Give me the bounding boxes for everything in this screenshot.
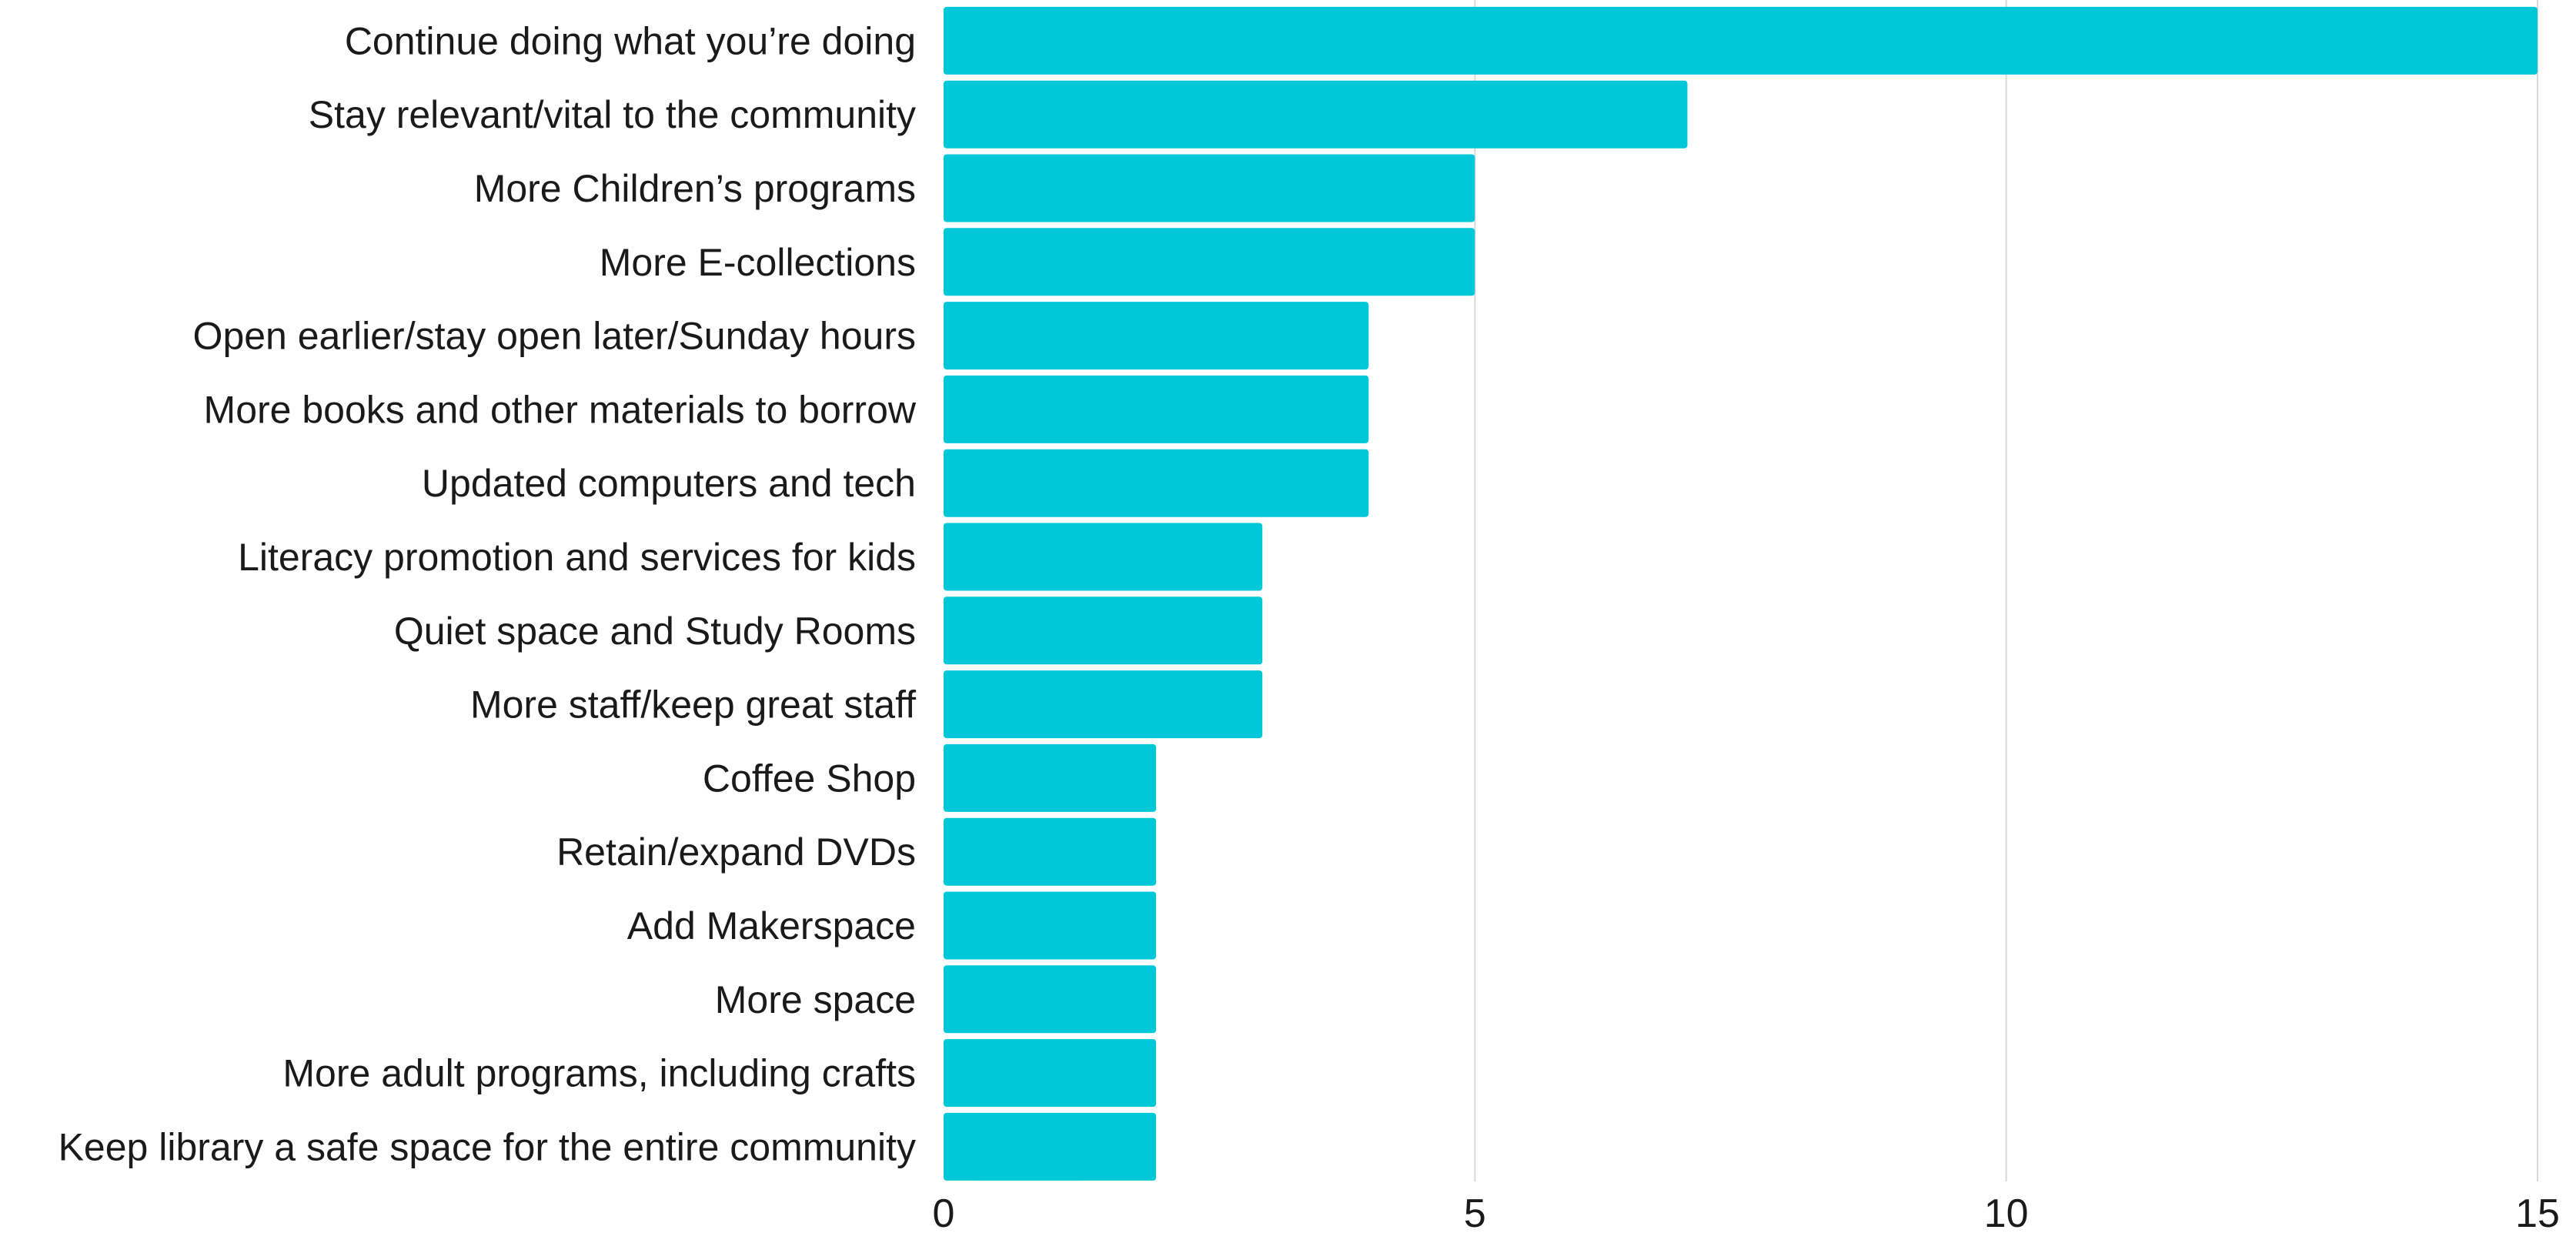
category-label-13: More space xyxy=(715,978,916,1021)
x-tick-label-0: 0 xyxy=(933,1191,955,1236)
x-tick-label-5: 5 xyxy=(1464,1191,1486,1236)
category-label-2: More Children’s programs xyxy=(474,167,916,210)
bar-11 xyxy=(944,817,1157,886)
category-label-14: More adult programs, including crafts xyxy=(282,1052,916,1095)
category-label-5: More books and other materials to borrow xyxy=(204,388,917,431)
bar-9 xyxy=(944,670,1263,739)
category-label-6: Updated computers and tech xyxy=(422,462,916,505)
category-label-10: Coffee Shop xyxy=(703,757,916,800)
bar-2 xyxy=(944,154,1475,222)
bar-4 xyxy=(944,302,1369,370)
bar-12 xyxy=(944,891,1157,960)
category-label-8: Quiet space and Study Rooms xyxy=(394,610,916,653)
bar-3 xyxy=(944,228,1475,296)
category-label-0: Continue doing what you’re doing xyxy=(345,19,916,62)
bar-10 xyxy=(944,743,1157,812)
x-tick-label-15: 15 xyxy=(2515,1191,2560,1236)
category-label-4: Open earlier/stay open later/Sunday hour… xyxy=(193,315,916,358)
bars xyxy=(944,6,2538,1181)
category-label-11: Retain/expand DVDs xyxy=(556,830,916,874)
bar-13 xyxy=(944,965,1157,1034)
bar-14 xyxy=(944,1039,1157,1108)
category-label-12: Add Makerspace xyxy=(627,904,916,947)
x-tick-label-10: 10 xyxy=(1984,1191,2029,1236)
bar-7 xyxy=(944,523,1263,591)
gridlines xyxy=(1474,0,2538,1181)
bar-1 xyxy=(944,80,1688,149)
category-label-3: More E-collections xyxy=(600,241,916,284)
bar-6 xyxy=(944,449,1369,517)
bar-0 xyxy=(944,6,2538,75)
category-label-15: Keep library a safe space for the entire… xyxy=(58,1125,916,1168)
bar-15 xyxy=(944,1112,1157,1181)
category-label-9: More staff/keep great staff xyxy=(470,683,916,727)
category-label-1: Stay relevant/vital to the community xyxy=(309,93,916,136)
category-label-7: Literacy promotion and services for kids xyxy=(238,536,916,579)
bar-8 xyxy=(944,596,1263,665)
category-labels: Continue doing what you’re doing Stay rel… xyxy=(58,19,917,1168)
x-axis-tick-labels: 0 5 10 15 xyxy=(933,1191,2560,1236)
bar-5 xyxy=(944,375,1369,443)
